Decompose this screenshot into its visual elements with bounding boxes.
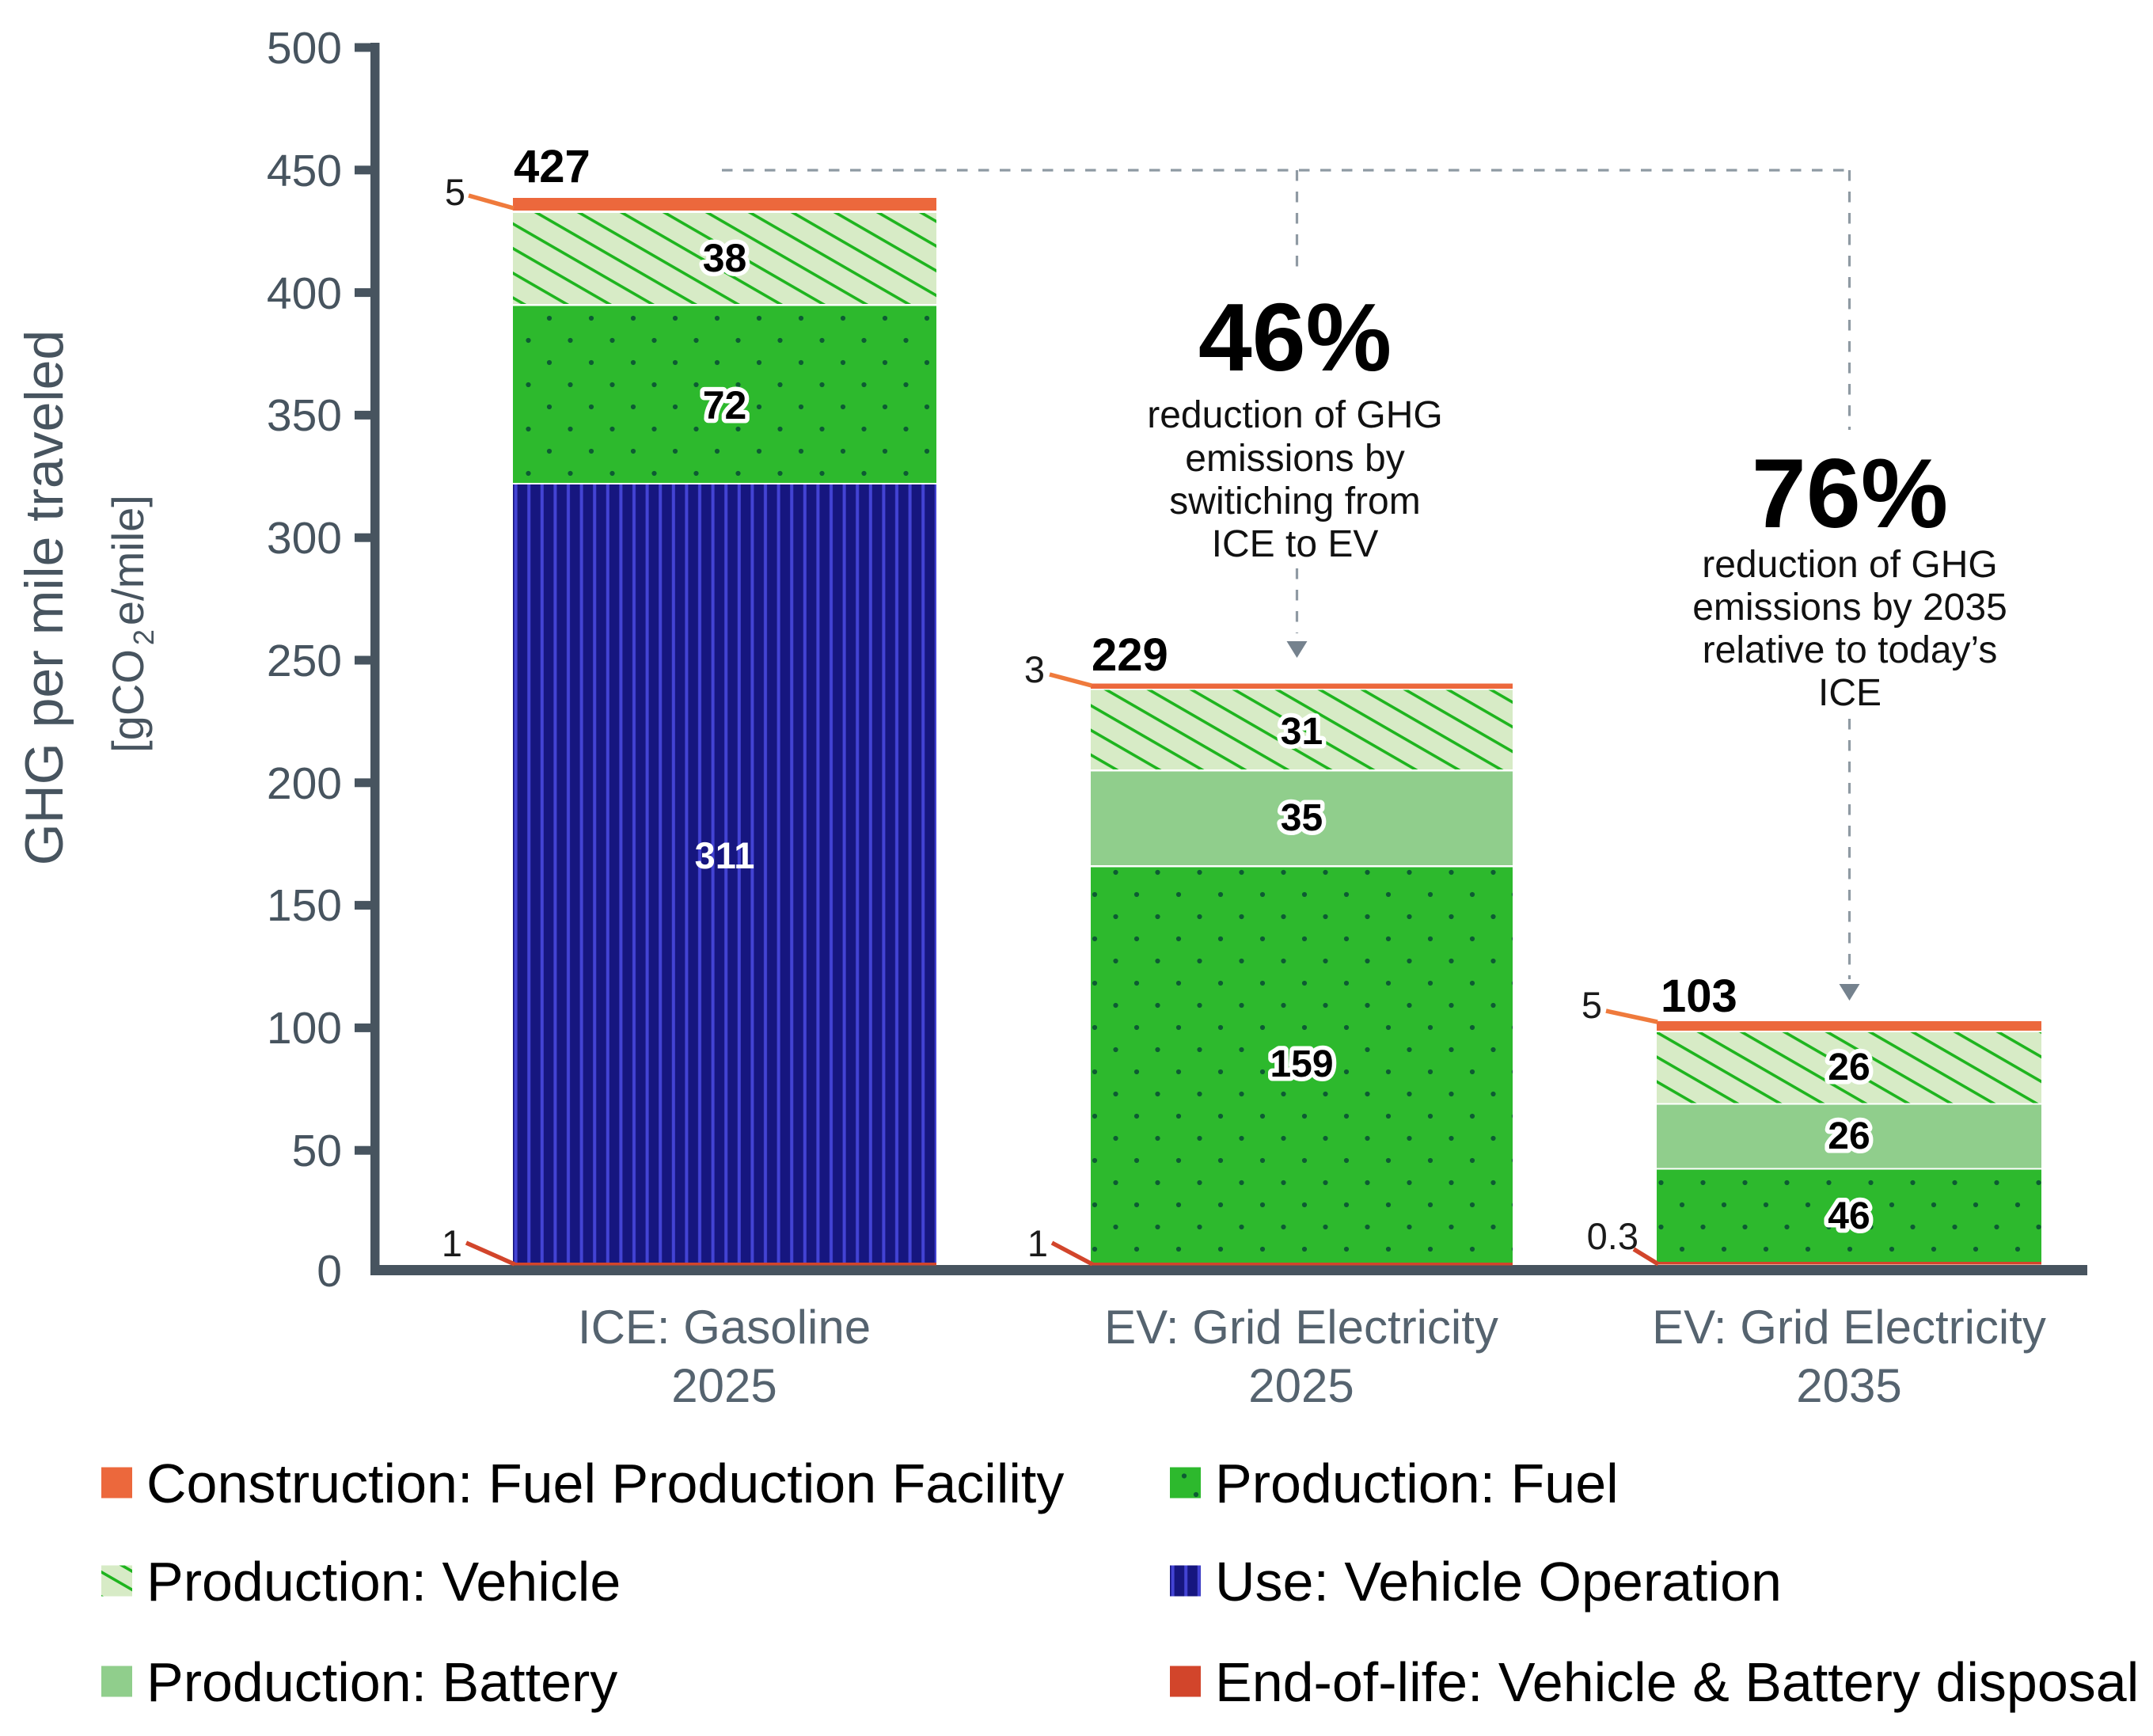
svg-text:26: 26 xyxy=(1828,1115,1870,1157)
svg-text:EV: Grid Electricity: EV: Grid Electricity xyxy=(1652,1301,2046,1354)
svg-text:2025: 2025 xyxy=(1248,1359,1354,1412)
svg-text:5: 5 xyxy=(1582,984,1602,1026)
svg-text:1: 1 xyxy=(442,1222,462,1264)
svg-text:emissions by 2035: emissions by 2035 xyxy=(1692,587,2007,629)
svg-text:400: 400 xyxy=(267,268,342,319)
svg-text:3: 3 xyxy=(1024,648,1045,690)
svg-text:229: 229 xyxy=(1092,629,1168,681)
svg-text:76%: 76% xyxy=(1752,439,1948,549)
svg-text:Production: Battery: Production: Battery xyxy=(146,1651,617,1713)
svg-text:2025: 2025 xyxy=(671,1359,777,1412)
svg-text:50: 50 xyxy=(292,1126,342,1176)
svg-text:2035: 2035 xyxy=(1796,1359,1901,1412)
svg-text:EV: Grid Electricity: EV: Grid Electricity xyxy=(1104,1301,1498,1354)
svg-text:0: 0 xyxy=(317,1246,342,1297)
svg-text:ICE: Gasoline: ICE: Gasoline xyxy=(578,1301,871,1354)
svg-text:reduction of GHG: reduction of GHG xyxy=(1147,394,1443,436)
svg-text:427: 427 xyxy=(514,141,590,192)
svg-text:46: 46 xyxy=(1828,1195,1870,1237)
svg-text:150: 150 xyxy=(267,880,342,931)
svg-text:159: 159 xyxy=(1270,1043,1333,1085)
svg-text:0.3: 0.3 xyxy=(1587,1215,1638,1257)
svg-text:100: 100 xyxy=(267,1003,342,1054)
svg-text:[gCO2e/mile]: [gCO2e/mile] xyxy=(103,495,160,753)
svg-text:46%: 46% xyxy=(1198,283,1392,391)
svg-text:103: 103 xyxy=(1661,971,1737,1022)
svg-text:ICE: ICE xyxy=(1818,672,1882,714)
svg-text:350: 350 xyxy=(267,390,342,441)
svg-text:5: 5 xyxy=(445,171,465,213)
svg-text:26: 26 xyxy=(1828,1047,1870,1088)
svg-text:300: 300 xyxy=(267,513,342,564)
svg-text:reduction of GHG: reduction of GHG xyxy=(1702,544,1998,586)
svg-text:Production: Fuel: Production: Fuel xyxy=(1215,1453,1619,1514)
svg-text:38: 38 xyxy=(703,236,747,280)
svg-text:250: 250 xyxy=(267,636,342,686)
svg-text:switiching from: switiching from xyxy=(1169,481,1420,522)
svg-text:31: 31 xyxy=(1281,711,1323,753)
svg-text:1: 1 xyxy=(1027,1222,1048,1264)
svg-text:relative to today’s: relative to today’s xyxy=(1703,629,1998,671)
svg-text:Use: Vehicle Operation: Use: Vehicle Operation xyxy=(1215,1551,1782,1613)
svg-text:450: 450 xyxy=(267,146,342,196)
svg-text:72: 72 xyxy=(703,383,747,427)
svg-text:35: 35 xyxy=(1281,797,1323,839)
svg-text:Construction: Fuel Production: Construction: Fuel Production Facility xyxy=(146,1453,1064,1514)
svg-text:Production: Vehicle: Production: Vehicle xyxy=(146,1551,621,1613)
svg-text:311: 311 xyxy=(695,834,755,876)
svg-text:ICE to EV: ICE to EV xyxy=(1212,523,1379,565)
svg-text:End-of-life: Vehicle & Battery: End-of-life: Vehicle & Battery disposal xyxy=(1215,1651,2139,1713)
svg-text:200: 200 xyxy=(267,758,342,809)
svg-text:GHG per mile traveled: GHG per mile traveled xyxy=(14,330,74,865)
svg-text:500: 500 xyxy=(267,23,342,74)
svg-text:emissions by: emissions by xyxy=(1185,438,1404,480)
